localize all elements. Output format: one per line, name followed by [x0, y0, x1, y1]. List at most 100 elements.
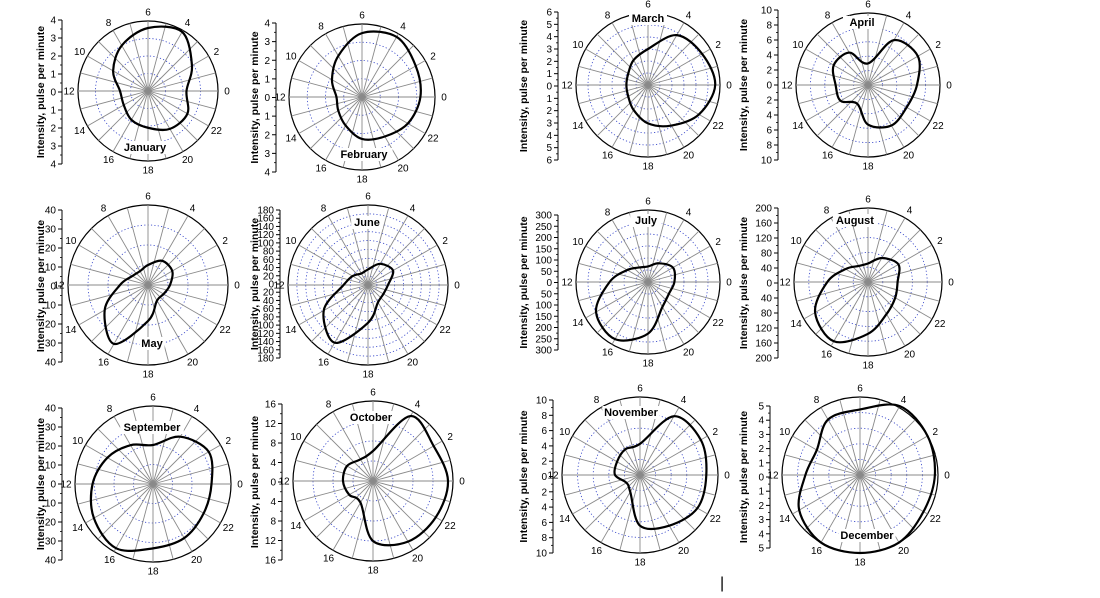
grid-spoke — [372, 411, 414, 482]
panel-title: March — [632, 13, 665, 25]
hour-label: 6 — [370, 388, 376, 399]
grid-spoke — [97, 483, 154, 540]
hour-label: 22 — [211, 126, 223, 137]
hour-label: 16 — [318, 358, 330, 369]
grid-spoke — [859, 474, 916, 531]
polar-panel-august: Intensity, pulse per minute2001601208040… — [738, 195, 954, 372]
grid-spoke — [346, 284, 369, 363]
y-tick-label: 16 — [265, 400, 277, 411]
grid-spoke — [112, 90, 149, 152]
polar-panel-november: Intensity, pulse per minute1086420246810… — [518, 384, 730, 569]
grid-spoke — [585, 48, 649, 86]
y-axis-label: Intensity, pulse per minute — [518, 410, 530, 542]
y-tick-label: 160 — [257, 214, 274, 225]
grid-spoke — [859, 435, 928, 476]
y-tick-label: 160 — [257, 345, 274, 356]
hour-label: 8 — [605, 207, 611, 218]
hour-label: 2 — [222, 236, 228, 247]
y-tick-label: 12 — [265, 419, 277, 430]
grid-spoke — [784, 454, 861, 476]
y-axis-label: Intensity, pulse per minute — [35, 220, 47, 352]
grid-spoke — [647, 262, 718, 283]
grid-spoke — [78, 284, 149, 326]
hour-label: 22 — [223, 523, 235, 534]
y-tick-label: 4 — [264, 19, 270, 30]
grid-spoke — [367, 284, 409, 355]
hour-label: 4 — [907, 206, 913, 217]
hour-label: 0 — [726, 278, 732, 289]
y-tick-label: 3 — [758, 430, 764, 441]
y-tick-label: 2 — [758, 501, 764, 512]
y-tick-label: 4 — [758, 529, 764, 540]
hour-label: 18 — [642, 359, 654, 370]
hour-label: 14 — [290, 521, 302, 532]
hour-label: 22 — [710, 514, 722, 525]
polar-panel-october: Intensity, pulse per minute 16 12 8 4 0 4 8 12 16… — [249, 388, 465, 577]
grid-spoke — [596, 230, 649, 283]
grid-spoke — [367, 228, 425, 286]
grid-spoke — [291, 77, 363, 98]
y-tick-label: 140 — [257, 337, 274, 348]
grid-spoke — [803, 244, 869, 283]
y-tick-label: 8 — [766, 21, 772, 32]
grid-spoke — [600, 474, 641, 543]
grid-spoke — [80, 72, 149, 92]
y-tick-label: 0 — [766, 279, 772, 290]
hour-label: 12 — [561, 278, 573, 289]
grid-spoke — [596, 33, 649, 86]
grid-spoke — [639, 407, 680, 476]
y-tick-label: 2 — [758, 444, 764, 455]
grid-spoke — [867, 281, 921, 335]
y-tick-label: 120 — [257, 230, 274, 241]
y-axis-label: Intensity, pulse per minute — [738, 217, 750, 349]
y-tick-label: 10 — [45, 499, 57, 510]
title-backing — [832, 214, 878, 227]
grid-spoke — [596, 281, 649, 334]
grid-spoke — [107, 284, 149, 355]
hour-label: 18 — [862, 162, 874, 173]
hour-label: 18 — [147, 567, 159, 578]
hour-label: 16 — [822, 151, 834, 162]
y-tick-label: 3 — [758, 515, 764, 526]
panel-title: April — [849, 17, 874, 29]
grid-spoke — [298, 60, 363, 98]
grid-spoke — [867, 217, 906, 283]
hour-label: 22 — [220, 325, 232, 336]
grid-spoke — [805, 48, 869, 86]
hour-label: 12 — [53, 281, 65, 292]
hour-label: 16 — [104, 555, 116, 566]
grid-spoke — [147, 55, 209, 92]
y-tick-label: 160 — [755, 339, 772, 350]
hour-label: 10 — [285, 236, 297, 247]
hour-label: 6 — [365, 192, 371, 203]
y-tick-label: 80 — [263, 312, 275, 323]
grid-spoke — [77, 463, 154, 485]
grid-spoke — [805, 84, 869, 122]
polar-panel-march: Intensity, pulse per minute6543210123456… — [518, 0, 732, 173]
hour-label: 18 — [142, 166, 154, 177]
y-tick-label: 8 — [270, 439, 276, 450]
grid-spoke — [367, 263, 446, 286]
polar-panel-april: Intensity, pulse per minute1086420246810… — [738, 0, 952, 173]
grid-spoke — [98, 90, 149, 141]
hour-label: 8 — [107, 404, 113, 415]
grid-spoke — [647, 84, 700, 137]
y-tick-label: 40 — [263, 296, 275, 307]
hour-label: 16 — [103, 155, 115, 166]
grid-spoke — [91, 284, 149, 342]
grid-spoke — [367, 284, 438, 326]
grid-spoke — [611, 281, 649, 345]
y-tick-label: 4 — [50, 16, 56, 27]
grid-spoke — [367, 284, 425, 342]
y-tick-label: 2 — [50, 124, 56, 135]
y-tick-label: 3 — [264, 149, 270, 160]
hour-label: 2 — [214, 47, 220, 58]
grid-spoke — [152, 483, 193, 552]
grid-spoke — [98, 41, 149, 92]
y-tick-label: 200 — [755, 204, 772, 215]
grid-spoke — [147, 90, 198, 141]
y-tick-label: 5 — [758, 402, 764, 413]
grid-spoke — [126, 207, 149, 286]
grid-spoke — [367, 284, 390, 363]
grid-spoke — [647, 281, 718, 302]
